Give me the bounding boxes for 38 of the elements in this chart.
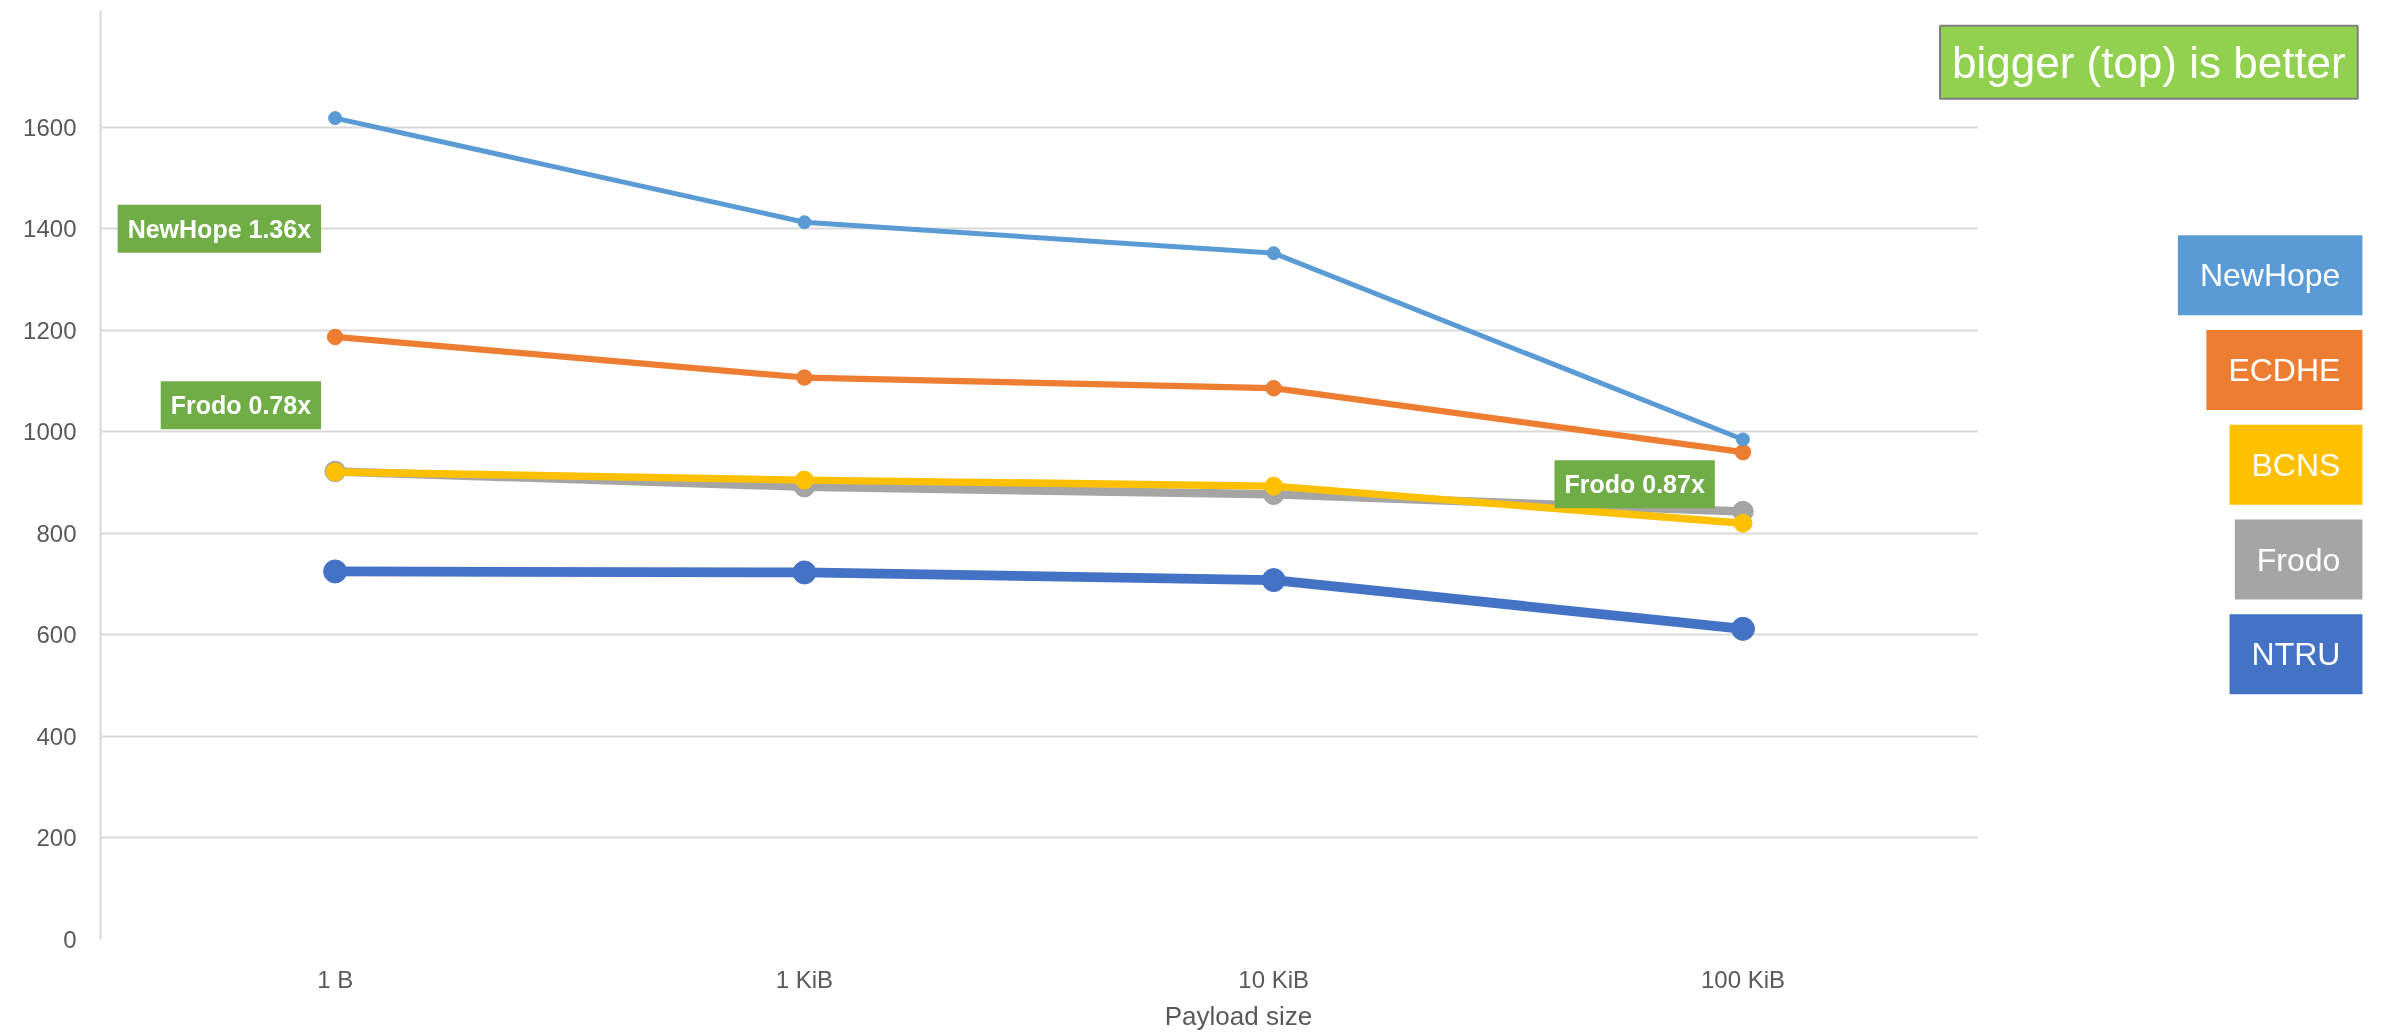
point xyxy=(326,328,344,346)
point xyxy=(1261,568,1286,593)
point xyxy=(1264,476,1284,496)
text: BCNS xyxy=(2251,446,2341,483)
y-tick-label: 1200 xyxy=(23,316,77,344)
x-tick-label: 1 KiB xyxy=(775,965,834,993)
x-tick-label: 10 KiB xyxy=(1238,965,1310,993)
y-tick-label: 0 xyxy=(63,926,77,953)
point xyxy=(1730,616,1755,641)
point xyxy=(1265,379,1282,397)
point xyxy=(323,559,348,584)
text: NewHope xyxy=(2199,257,2341,294)
annotation: bigger (top) is better xyxy=(1951,37,2346,87)
point xyxy=(796,369,813,386)
y-tick-label: 800 xyxy=(36,519,77,547)
x-axis-title: Payload size xyxy=(1164,1000,1313,1031)
y-tick-label: 1600 xyxy=(23,113,77,141)
y-tick-label: 1000 xyxy=(23,418,77,446)
x-tick-label: 100 KiB xyxy=(1700,965,1786,993)
point xyxy=(1735,432,1750,447)
text: ECDHE xyxy=(2228,352,2341,389)
point xyxy=(797,215,812,230)
point xyxy=(1734,443,1752,461)
y-tick-label: 400 xyxy=(36,722,77,750)
point xyxy=(1733,513,1753,533)
y-tick-label: 600 xyxy=(36,621,77,649)
text: NTRU xyxy=(2251,636,2341,673)
annotation: Frodo 0.78x xyxy=(170,391,312,420)
annotation: Frodo 0.87x xyxy=(1564,470,1705,499)
point xyxy=(792,560,817,585)
text: Frodo xyxy=(2256,541,2341,578)
y-tick-label: 1400 xyxy=(23,215,77,243)
x-tick-label: 1 B xyxy=(317,965,354,993)
point xyxy=(1266,246,1281,261)
y-tick-label: 200 xyxy=(36,824,77,852)
point xyxy=(328,111,343,126)
annotation: NewHope 1.36x xyxy=(127,214,312,243)
point xyxy=(794,470,814,490)
